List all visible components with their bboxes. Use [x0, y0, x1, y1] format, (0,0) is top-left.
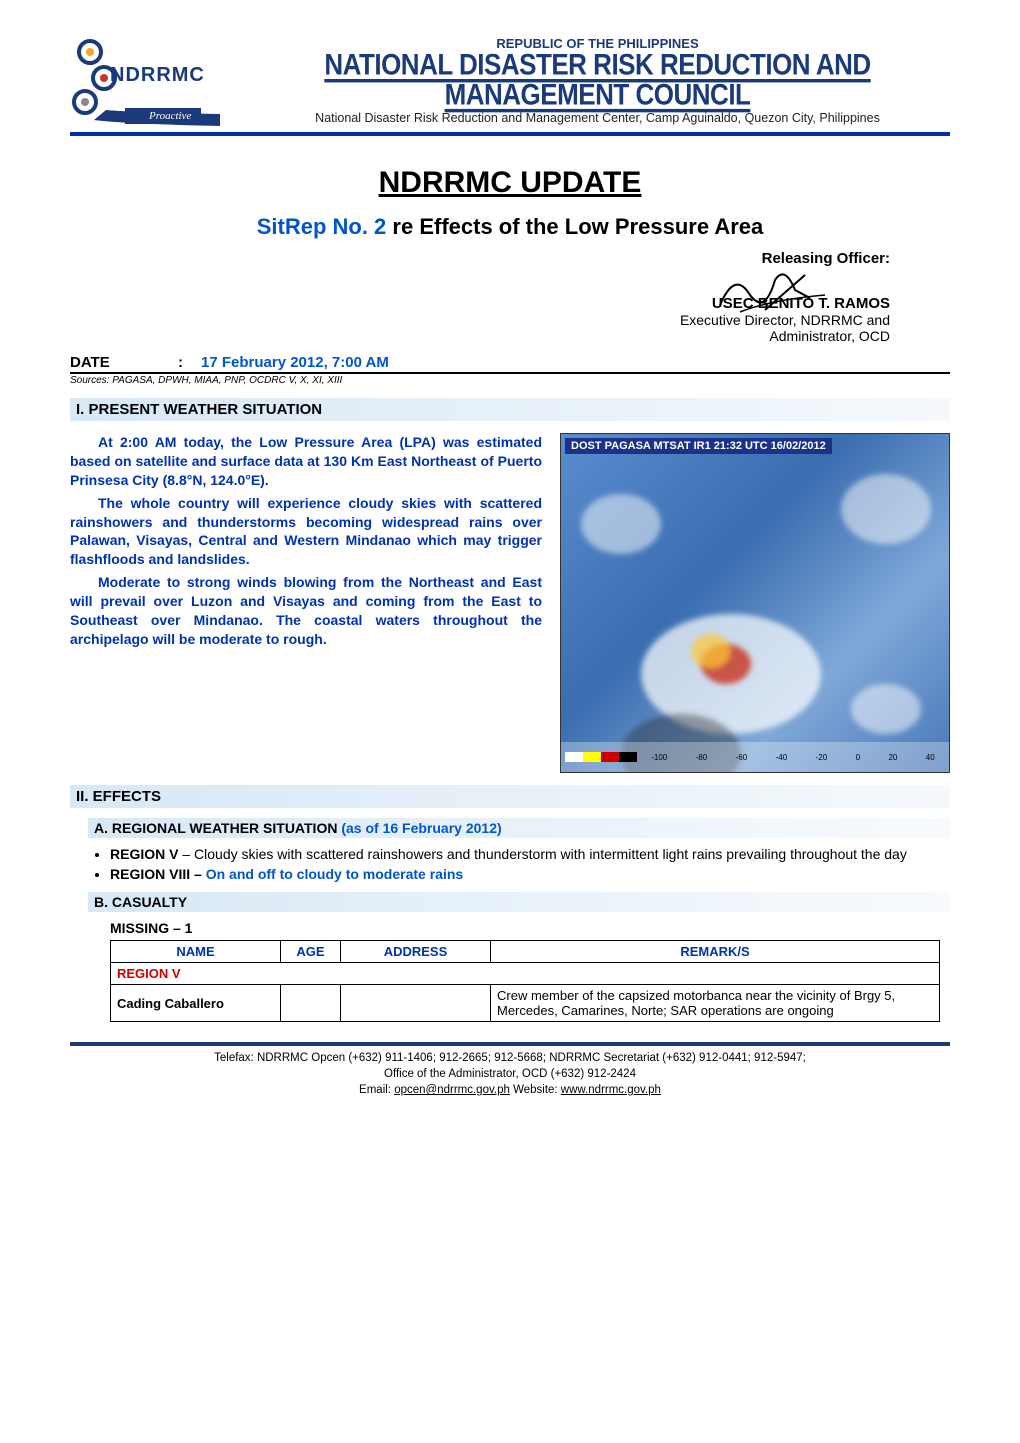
region-5-text: – Cloudy skies with scattered rainshower… — [178, 846, 906, 862]
document-header: NDRRMC Proactive REPUBLIC OF THE PHILIPP… — [70, 30, 950, 136]
col-remarks: REMARK/S — [491, 941, 940, 963]
subsection-b-heading: B. CASUALTY — [88, 892, 950, 912]
missing-heading: MISSING – 1 — [110, 920, 950, 936]
col-address: ADDRESS — [341, 941, 491, 963]
cell-remarks: Crew member of the capsized motorbanca n… — [491, 985, 940, 1022]
casualty-table: NAME AGE ADDRESS REMARK/S REGION V Cadin… — [110, 940, 940, 1022]
section-1-heading: I. PRESENT WEATHER SITUATION — [70, 398, 950, 421]
date-colon: : — [178, 354, 183, 371]
cell-name: Cading Caballero — [111, 985, 281, 1022]
footer-line-1: Telefax: NDRRMC Opcen (+632) 911-1406; 9… — [70, 1050, 950, 1066]
weather-text: At 2:00 AM today, the Low Pressure Area … — [70, 433, 542, 773]
table-region-row: REGION V — [111, 963, 940, 985]
header-titles: REPUBLIC OF THE PHILIPPINES NATIONAL DIS… — [245, 36, 950, 125]
weather-block: At 2:00 AM today, the Low Pressure Area … — [70, 433, 950, 773]
council-name: NATIONAL DISASTER RISK REDUCTION AND MAN… — [245, 49, 950, 109]
date-row: DATE : 17 February 2012, 7:00 AM — [70, 354, 950, 374]
satellite-color-scale: -100-80-60-40-2002040 — [561, 742, 949, 772]
sources-line: Sources: PAGASA, DPWH, MIAA, PNP, OCDRC … — [70, 375, 950, 386]
region-list: REGION V – Cloudy skies with scattered r… — [110, 846, 950, 882]
signature-icon — [710, 260, 840, 320]
table-row: Cading Caballero Crew member of the caps… — [111, 985, 940, 1022]
sitrep-rest: re Effects of the Low Pressure Area — [386, 214, 763, 239]
releasing-officer-block: Releasing Officer: USEC BENITO T. RAMOS … — [70, 250, 950, 344]
col-age: AGE — [281, 941, 341, 963]
logo-text: NDRRMC — [110, 64, 205, 87]
logo-banner: Proactive — [125, 108, 201, 124]
footer-line-2: Office of the Administrator, OCD (+632) … — [70, 1066, 950, 1082]
email-link[interactable]: opcen@ndrrmc.gov.ph — [394, 1084, 510, 1096]
region-8-text: On and off to cloudy to moderate rains — [206, 866, 463, 882]
table-header-row: NAME AGE ADDRESS REMARK/S — [111, 941, 940, 963]
ndrrmc-logo: NDRRMC Proactive — [70, 30, 230, 130]
footer-line-3: Email: opcen@ndrrmc.gov.ph Website: www.… — [70, 1082, 950, 1098]
email-label: Email: — [359, 1084, 394, 1096]
weather-para-3: Moderate to strong winds blowing from th… — [70, 573, 542, 649]
officer-title-2: Administrator, OCD — [70, 328, 890, 344]
center-address: National Disaster Risk Reduction and Man… — [245, 111, 950, 125]
subsection-a-heading: A. REGIONAL WEATHER SITUATION (as of 16 … — [88, 818, 950, 838]
sitrep-number: SitRep No. 2 — [257, 214, 387, 239]
date-value: 17 February 2012, 7:00 AM — [201, 354, 389, 371]
website-link[interactable]: www.ndrrmc.gov.ph — [561, 1084, 661, 1096]
sitrep-line: SitRep No. 2 re Effects of the Low Press… — [70, 214, 950, 240]
satellite-label: DOST PAGASA MTSAT IR1 21:32 UTC 16/02/20… — [565, 438, 832, 454]
date-label: DATE — [70, 354, 160, 371]
update-title: NDRRMC UPDATE — [70, 166, 950, 200]
region-5-item: REGION V – Cloudy skies with scattered r… — [110, 846, 950, 862]
footer: Telefax: NDRRMC Opcen (+632) 911-1406; 9… — [70, 1050, 950, 1098]
weather-para-2: The whole country will experience cloudy… — [70, 494, 542, 570]
section-2-heading: II. EFFECTS — [70, 785, 950, 808]
region-8-item: REGION VIII – On and off to cloudy to mo… — [110, 866, 950, 882]
cell-address — [341, 985, 491, 1022]
region-8-label: REGION VIII – — [110, 866, 206, 882]
satellite-image: DOST PAGASA MTSAT IR1 21:32 UTC 16/02/20… — [560, 433, 950, 773]
subsection-a-date: (as of 16 February 2012) — [341, 820, 501, 836]
col-name: NAME — [111, 941, 281, 963]
region-row-label: REGION V — [111, 963, 940, 985]
cell-age — [281, 985, 341, 1022]
region-5-label: REGION V — [110, 846, 178, 862]
footer-rule — [70, 1042, 950, 1050]
subsection-a-prefix: A. REGIONAL WEATHER SITUATION — [94, 820, 341, 836]
weather-para-1: At 2:00 AM today, the Low Pressure Area … — [70, 433, 542, 490]
website-label: Website: — [510, 1084, 561, 1096]
